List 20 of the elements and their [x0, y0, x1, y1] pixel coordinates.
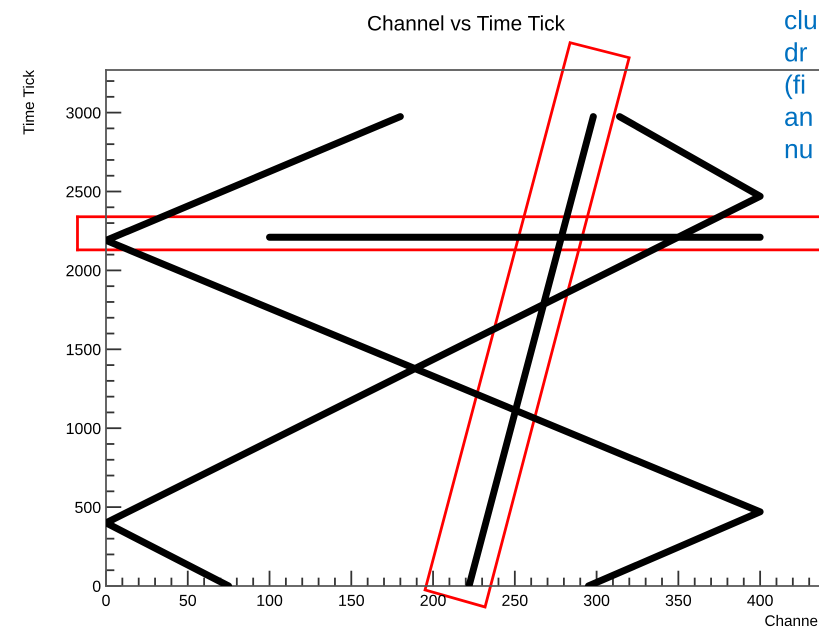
y-tick-label: 500	[75, 502, 101, 514]
y-tick-label: 2000	[66, 265, 101, 276]
x-tick-label: 100	[257, 594, 282, 606]
chart-title: Channel vs Time Tick	[368, 15, 566, 31]
y-axis-title: Time Tick	[22, 70, 34, 134]
y-tick-label: 2500	[66, 186, 101, 198]
x-tick-label: 250	[502, 594, 528, 606]
x-axis-title: Channe	[765, 614, 818, 626]
y-tick-label: 3000	[66, 107, 101, 119]
annotation: clu dr (fi an nu	[785, 10, 816, 158]
x-tick-label: 400	[747, 594, 773, 606]
y-tick-label: 1500	[66, 344, 101, 356]
y-tick-label: 1000	[66, 422, 101, 434]
x-tick-label: 300	[584, 594, 610, 606]
y-tick-label: 0	[92, 580, 101, 592]
x-tick-label: 0	[102, 594, 110, 606]
x-tick-label: 50	[180, 594, 196, 606]
x-tick-label: 150	[339, 594, 364, 606]
x-tick-label: 200	[420, 594, 446, 606]
x-tick-label: 350	[666, 594, 692, 606]
